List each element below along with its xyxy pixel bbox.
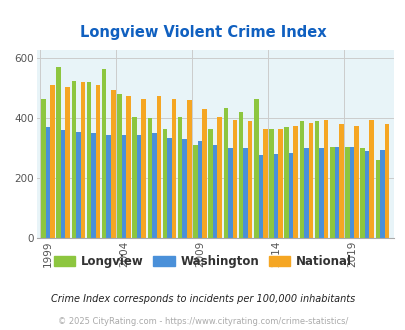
Bar xyxy=(177,117,182,238)
Bar xyxy=(314,121,319,238)
Bar xyxy=(217,117,222,238)
Bar xyxy=(65,87,70,238)
Bar xyxy=(293,126,297,238)
Bar xyxy=(96,85,100,238)
Bar xyxy=(344,147,349,238)
Bar xyxy=(253,99,258,238)
Bar xyxy=(284,127,288,238)
Bar xyxy=(45,127,50,238)
Bar xyxy=(126,96,130,238)
Bar xyxy=(364,151,369,238)
Bar xyxy=(208,129,212,238)
Bar xyxy=(156,96,161,238)
Bar xyxy=(232,120,237,238)
Bar xyxy=(375,160,379,238)
Bar xyxy=(223,108,228,238)
Bar xyxy=(132,117,136,238)
Bar xyxy=(76,132,81,238)
Bar xyxy=(262,129,267,238)
Bar xyxy=(303,148,308,238)
Bar xyxy=(299,121,303,238)
Bar xyxy=(238,112,243,238)
Text: Longview Violent Crime Index: Longview Violent Crime Index xyxy=(79,25,326,40)
Bar xyxy=(167,138,171,238)
Bar xyxy=(319,148,323,238)
Bar xyxy=(308,123,313,238)
Bar xyxy=(228,148,232,238)
Bar xyxy=(323,120,328,238)
Legend: Longview, Washington, National: Longview, Washington, National xyxy=(49,250,356,273)
Bar xyxy=(269,129,273,238)
Bar xyxy=(91,133,96,238)
Bar xyxy=(273,154,277,238)
Bar xyxy=(349,147,354,238)
Bar xyxy=(384,124,388,238)
Bar xyxy=(71,81,76,238)
Bar xyxy=(81,82,85,238)
Bar xyxy=(111,90,115,238)
Bar xyxy=(41,99,45,238)
Bar xyxy=(187,100,191,238)
Bar xyxy=(369,120,373,238)
Bar xyxy=(247,121,252,238)
Bar xyxy=(334,147,338,238)
Bar xyxy=(102,69,106,238)
Bar xyxy=(152,133,156,238)
Bar xyxy=(338,124,343,238)
Bar xyxy=(243,148,247,238)
Text: © 2025 CityRating.com - https://www.cityrating.com/crime-statistics/: © 2025 CityRating.com - https://www.city… xyxy=(58,317,347,326)
Bar xyxy=(277,129,282,238)
Bar xyxy=(360,148,364,238)
Bar xyxy=(329,147,334,238)
Bar xyxy=(122,135,126,238)
Bar xyxy=(50,85,55,238)
Bar xyxy=(136,135,141,238)
Bar xyxy=(258,155,262,238)
Bar xyxy=(56,67,61,238)
Bar xyxy=(171,99,176,238)
Bar xyxy=(379,149,384,238)
Bar xyxy=(87,82,91,238)
Bar xyxy=(193,145,197,238)
Bar xyxy=(212,145,217,238)
Bar xyxy=(162,129,167,238)
Bar xyxy=(117,94,121,238)
Bar xyxy=(202,109,206,238)
Bar xyxy=(106,135,111,238)
Bar xyxy=(147,118,152,238)
Bar xyxy=(197,141,202,238)
Bar xyxy=(61,130,65,238)
Bar xyxy=(182,139,187,238)
Bar xyxy=(354,126,358,238)
Text: Crime Index corresponds to incidents per 100,000 inhabitants: Crime Index corresponds to incidents per… xyxy=(51,294,354,304)
Bar xyxy=(288,152,293,238)
Bar xyxy=(141,99,146,238)
